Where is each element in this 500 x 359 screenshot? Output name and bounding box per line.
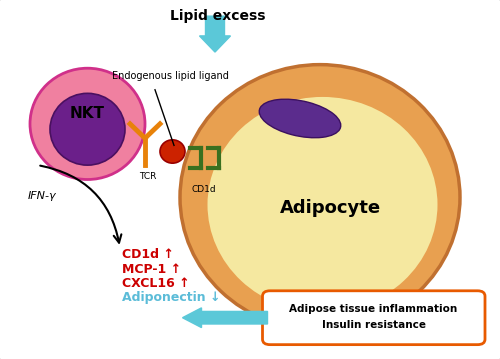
FancyArrow shape [182, 308, 268, 327]
Text: CD1d: CD1d [192, 185, 216, 194]
Text: TCR: TCR [139, 172, 156, 181]
Text: Insulin resistance: Insulin resistance [322, 320, 426, 330]
Text: MCP-1 ↑: MCP-1 ↑ [122, 263, 182, 276]
Text: Lipid excess: Lipid excess [170, 9, 266, 23]
FancyBboxPatch shape [262, 291, 485, 345]
Text: Adipocyte: Adipocyte [280, 199, 380, 217]
Text: CXCL16 ↑: CXCL16 ↑ [122, 277, 190, 290]
Text: CD1d ↑: CD1d ↑ [122, 248, 174, 261]
Ellipse shape [160, 140, 185, 163]
Text: Adiponectin ↓: Adiponectin ↓ [122, 292, 221, 304]
Ellipse shape [180, 65, 460, 330]
Ellipse shape [50, 93, 125, 165]
FancyArrow shape [200, 16, 230, 52]
Text: Adipose tissue inflammation: Adipose tissue inflammation [290, 304, 458, 314]
Text: Endogenous lipid ligand: Endogenous lipid ligand [112, 71, 228, 81]
Text: NKT: NKT [70, 106, 105, 121]
Ellipse shape [208, 97, 438, 312]
Ellipse shape [30, 68, 145, 180]
Text: IFN-γ: IFN-γ [28, 191, 56, 201]
Ellipse shape [259, 99, 341, 138]
